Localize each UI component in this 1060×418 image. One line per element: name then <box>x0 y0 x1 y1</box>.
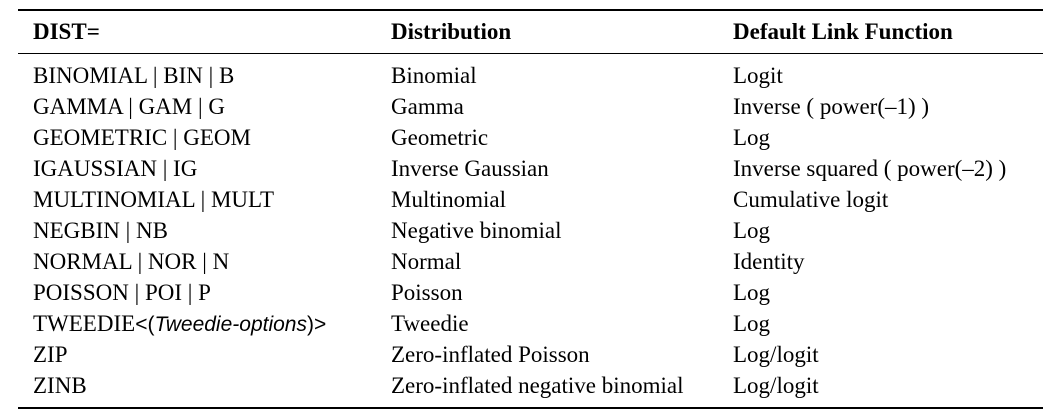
row-zip-distribution: Zero-inflated Poisson <box>391 342 590 367</box>
row-binomial-link: Logit <box>733 63 783 88</box>
row-geometric-link: Log <box>733 125 771 150</box>
row-poisson-link: Log <box>733 280 771 305</box>
row-zip-dist: ZIP <box>33 342 68 367</box>
row-igaussian-dist: IGAUSSIAN | IG <box>33 156 198 181</box>
row-multinomial-distribution: Multinomial <box>391 187 506 212</box>
row-zinb-distribution: Zero-inflated negative binomial <box>391 373 684 398</box>
tweedie-keyword: TWEEDIE <box>33 311 136 336</box>
tweedie-close-bracket: )> <box>306 313 327 336</box>
header-dist: DIST= <box>33 19 100 44</box>
row-binomial-distribution: Binomial <box>391 63 477 88</box>
row-igaussian-distribution: Inverse Gaussian <box>391 156 549 181</box>
row-multinomial-dist: MULTINOMIAL | MULT <box>33 187 274 212</box>
header-distribution: Distribution <box>391 19 512 44</box>
row-poisson-distribution: Poisson <box>391 280 463 305</box>
row-zinb-link: Log/logit <box>733 373 819 398</box>
row-tweedie-dist: TWEEDIE<(Tweedie-options)> <box>33 308 326 340</box>
row-negbin-link: Log <box>733 218 771 243</box>
header-rule <box>18 53 1043 54</box>
row-gamma-link: Inverse ( power(–1) ) <box>733 94 930 119</box>
row-binomial-dist: BINOMIAL | BIN | B <box>33 63 235 88</box>
row-normal-link: Identity <box>733 249 805 274</box>
row-negbin-distribution: Negative binomial <box>391 218 562 243</box>
tweedie-options: Tweedie-options <box>154 313 307 336</box>
tweedie-open-bracket: <( <box>135 313 155 336</box>
row-zip-link: Log/logit <box>733 342 819 367</box>
row-tweedie-link: Log <box>733 311 771 336</box>
row-gamma-dist: GAMMA | GAM | G <box>33 94 225 119</box>
row-geometric-distribution: Geometric <box>391 125 489 150</box>
row-poisson-dist: POISSON | POI | P <box>33 280 211 305</box>
row-multinomial-link: Cumulative logit <box>733 187 889 212</box>
row-negbin-dist: NEGBIN | NB <box>33 218 168 243</box>
top-rule <box>18 9 1043 11</box>
row-igaussian-link: Inverse squared ( power(–2) ) <box>733 156 1007 181</box>
bottom-rule <box>18 407 1043 409</box>
row-normal-distribution: Normal <box>391 249 462 274</box>
row-tweedie-distribution: Tweedie <box>391 311 469 336</box>
row-zinb-dist: ZINB <box>33 373 87 398</box>
row-gamma-distribution: Gamma <box>391 94 464 119</box>
row-geometric-dist: GEOMETRIC | GEOM <box>33 125 251 150</box>
header-link-function: Default Link Function <box>733 19 953 44</box>
row-normal-dist: NORMAL | NOR | N <box>33 249 230 274</box>
